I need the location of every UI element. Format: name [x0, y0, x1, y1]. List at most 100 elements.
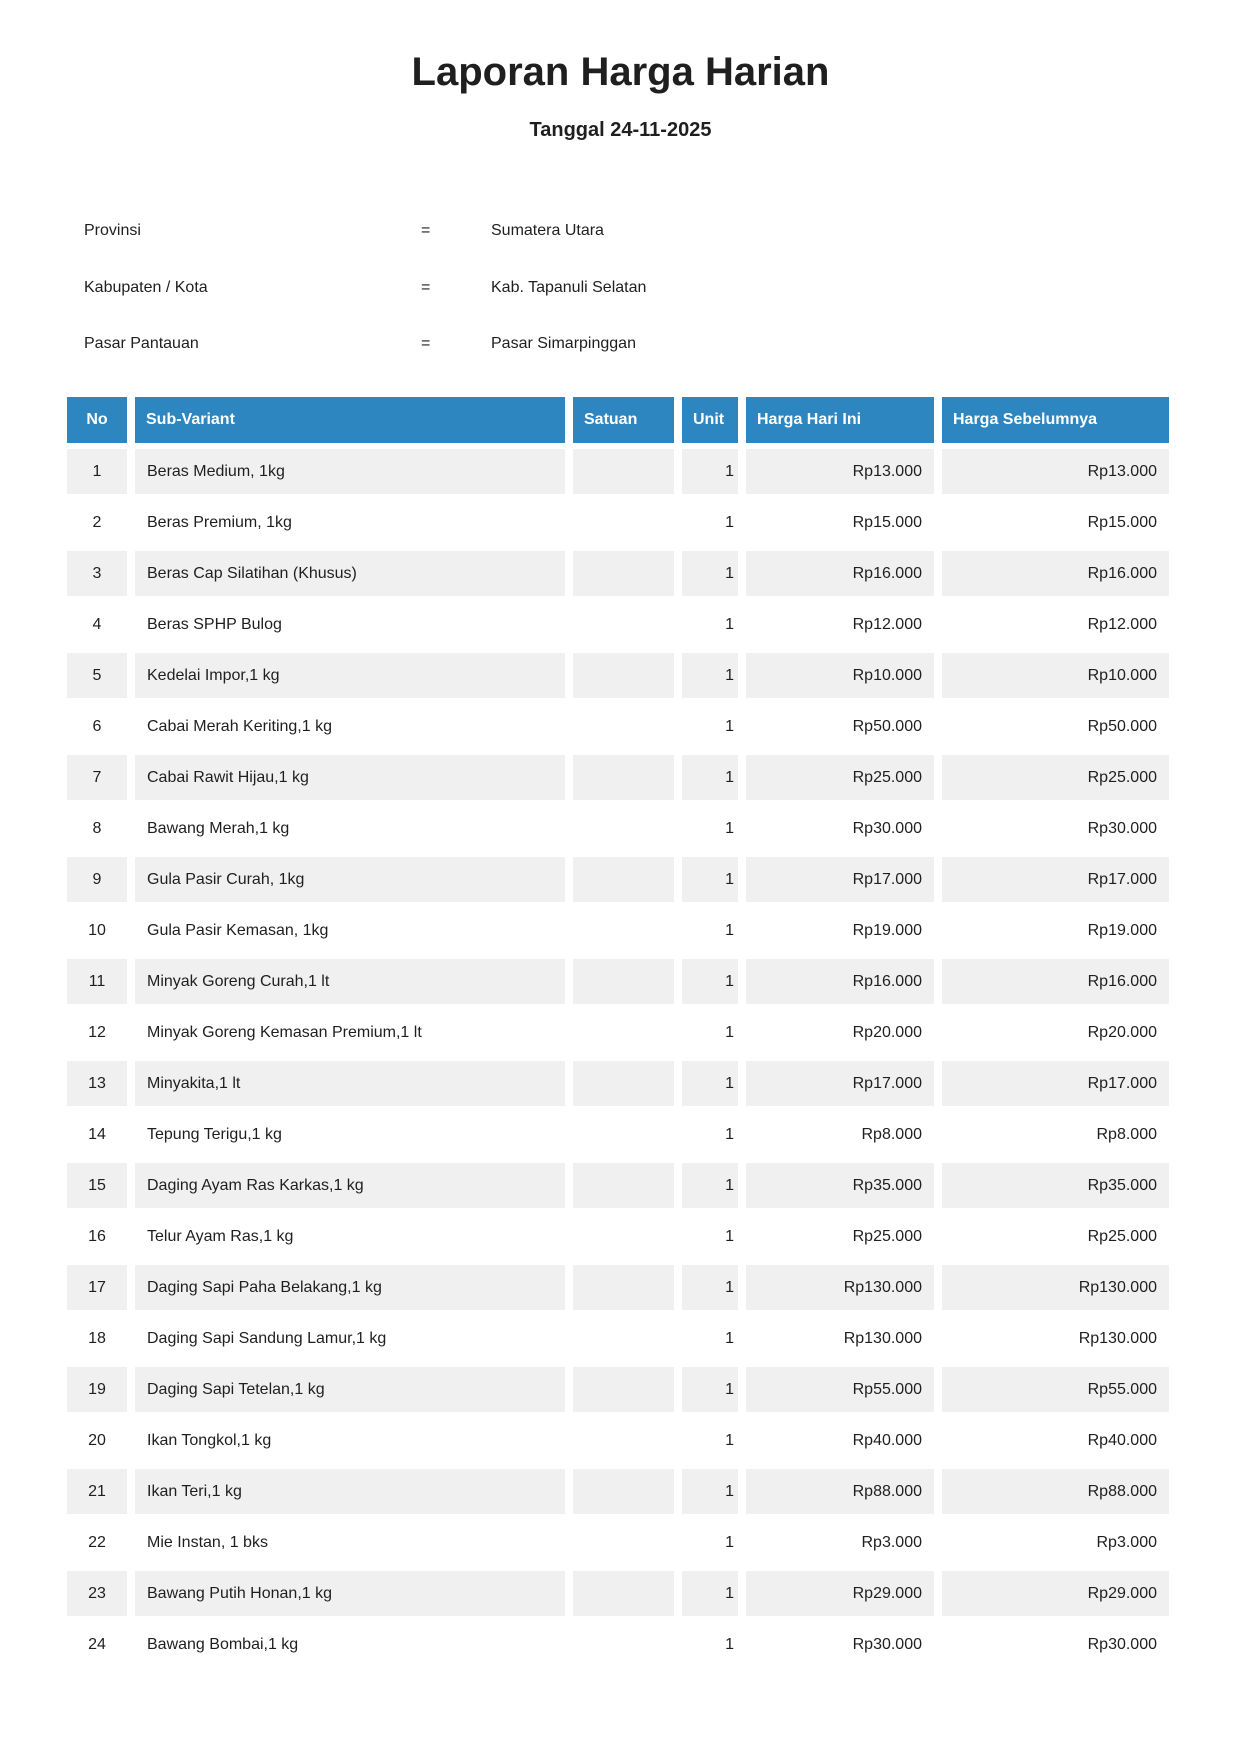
table-row: 2 Beras Premium, 1kg 1 Rp15.000 Rp15.000 — [67, 500, 1169, 545]
table-row: 15 Daging Ayam Ras Karkas,1 kg 1 Rp35.00… — [67, 1163, 1169, 1208]
table-row: 1 Beras Medium, 1kg 1 Rp13.000 Rp13.000 — [67, 449, 1169, 494]
cell-no: 13 — [67, 1061, 127, 1106]
cell-harga-hari-ini: Rp88.000 — [746, 1469, 934, 1514]
price-table: No Sub-Variant Satuan Unit Harga Hari In… — [59, 391, 1177, 1673]
cell-harga-hari-ini: Rp29.000 — [746, 1571, 934, 1616]
cell-no: 8 — [92, 819, 102, 837]
cell-harga-sebelumnya: Rp30.000 — [1087, 1635, 1157, 1653]
cell-harga-sebelumnya: Rp19.000 — [1087, 921, 1157, 939]
equals-sign: = — [421, 222, 431, 239]
cell-no: 12 — [88, 1023, 106, 1041]
cell-satuan — [573, 959, 674, 1004]
cell-satuan — [573, 1214, 674, 1259]
cell-harga-hari-ini: Rp130.000 — [746, 1265, 934, 1310]
cell-sub-variant: Bawang Putih Honan,1 kg — [135, 1571, 565, 1616]
cell-unit: 1 — [682, 1163, 738, 1208]
cell-sub-variant: Bawang Merah,1 kg — [147, 819, 290, 837]
cell-unit: 1 — [725, 1125, 734, 1143]
cell-no: 10 — [88, 921, 106, 939]
cell-no: 7 — [67, 755, 127, 800]
table-row: 23 Bawang Putih Honan,1 kg 1 Rp29.000 Rp… — [67, 1571, 1169, 1616]
cell-harga-hari-ini: Rp19.000 — [852, 921, 922, 939]
table-row: 21 Ikan Teri,1 kg 1 Rp88.000 Rp88.000 — [67, 1469, 1169, 1514]
info-label: Pasar Pantauan — [84, 335, 199, 352]
cell-harga-hari-ini: Rp13.000 — [746, 449, 934, 494]
table-row: 17 Daging Sapi Paha Belakang,1 kg 1 Rp13… — [67, 1265, 1169, 1310]
cell-no: 17 — [67, 1265, 127, 1310]
cell-harga-sebelumnya: Rp17.000 — [942, 1061, 1169, 1106]
cell-sub-variant: Gula Pasir Curah, 1kg — [135, 857, 565, 902]
cell-no: 14 — [88, 1125, 106, 1143]
cell-harga-hari-ini: Rp20.000 — [852, 1023, 922, 1041]
info-row-provinsi: Provinsi = Sumatera Utara — [84, 222, 1184, 244]
info-value: Pasar Simarpinggan — [491, 335, 636, 352]
cell-unit: 1 — [725, 1329, 734, 1347]
cell-satuan — [573, 704, 674, 749]
info-label: Provinsi — [84, 222, 141, 239]
cell-harga-sebelumnya: Rp20.000 — [1087, 1023, 1157, 1041]
column-header-no: No — [67, 397, 127, 443]
cell-unit: 1 — [725, 819, 734, 837]
cell-harga-hari-ini: Rp30.000 — [852, 1635, 922, 1653]
cell-harga-sebelumnya: Rp17.000 — [942, 857, 1169, 902]
cell-satuan — [573, 1316, 674, 1361]
cell-satuan — [573, 1367, 674, 1412]
cell-harga-hari-ini: Rp16.000 — [746, 959, 934, 1004]
column-header-unit: Unit — [682, 397, 738, 443]
cell-sub-variant: Tepung Terigu,1 kg — [147, 1125, 282, 1143]
cell-unit: 1 — [682, 1469, 738, 1514]
column-header-sub-variant: Sub-Variant — [135, 397, 565, 443]
cell-sub-variant: Daging Sapi Sandung Lamur,1 kg — [147, 1329, 387, 1347]
cell-sub-variant: Cabai Rawit Hijau,1 kg — [135, 755, 565, 800]
cell-sub-variant: Bawang Bombai,1 kg — [147, 1635, 299, 1653]
cell-satuan — [573, 500, 674, 545]
cell-unit: 1 — [682, 551, 738, 596]
cell-unit: 1 — [682, 959, 738, 1004]
cell-satuan — [573, 908, 674, 953]
cell-satuan — [573, 1112, 674, 1157]
cell-harga-hari-ini: Rp3.000 — [861, 1533, 923, 1551]
table-row: 6 Cabai Merah Keriting,1 kg 1 Rp50.000 R… — [67, 704, 1169, 749]
cell-no: 9 — [67, 857, 127, 902]
table-row: 7 Cabai Rawit Hijau,1 kg 1 Rp25.000 Rp25… — [67, 755, 1169, 800]
cell-harga-hari-ini: Rp17.000 — [746, 857, 934, 902]
table-row: 13 Minyakita,1 lt 1 Rp17.000 Rp17.000 — [67, 1061, 1169, 1106]
cell-no: 5 — [67, 653, 127, 698]
cell-no: 4 — [92, 615, 102, 633]
table-row: 24 Bawang Bombai,1 kg 1 Rp30.000 Rp30.00… — [67, 1622, 1169, 1667]
cell-harga-sebelumnya: Rp3.000 — [1096, 1533, 1158, 1551]
cell-harga-sebelumnya: Rp130.000 — [1078, 1329, 1157, 1347]
table-row: 9 Gula Pasir Curah, 1kg 1 Rp17.000 Rp17.… — [67, 857, 1169, 902]
cell-sub-variant: Minyakita,1 lt — [135, 1061, 565, 1106]
cell-unit: 1 — [682, 1367, 738, 1412]
cell-harga-sebelumnya: Rp16.000 — [942, 551, 1169, 596]
cell-harga-hari-ini: Rp16.000 — [746, 551, 934, 596]
table-row: 8 Bawang Merah,1 kg 1 Rp30.000 Rp30.000 — [67, 806, 1169, 851]
cell-harga-sebelumnya: Rp55.000 — [942, 1367, 1169, 1412]
cell-sub-variant: Beras Cap Silatihan (Khusus) — [135, 551, 565, 596]
cell-unit: 1 — [682, 1265, 738, 1310]
cell-harga-sebelumnya: Rp30.000 — [1087, 819, 1157, 837]
cell-unit: 1 — [725, 1023, 734, 1041]
cell-no: 16 — [88, 1227, 106, 1245]
cell-sub-variant: Cabai Merah Keriting,1 kg — [147, 717, 332, 735]
table-row: 3 Beras Cap Silatihan (Khusus) 1 Rp16.00… — [67, 551, 1169, 596]
cell-sub-variant: Beras Medium, 1kg — [135, 449, 565, 494]
cell-satuan — [573, 1622, 674, 1667]
cell-sub-variant: Ikan Tongkol,1 kg — [147, 1431, 272, 1449]
cell-satuan — [573, 602, 674, 647]
equals-sign: = — [421, 279, 431, 296]
cell-satuan — [573, 1010, 674, 1055]
cell-harga-hari-ini: Rp55.000 — [746, 1367, 934, 1412]
cell-unit: 1 — [682, 449, 738, 494]
cell-unit: 1 — [725, 615, 734, 633]
cell-satuan — [573, 1418, 674, 1463]
cell-harga-sebelumnya: Rp50.000 — [1087, 717, 1157, 735]
cell-sub-variant: Mie Instan, 1 bks — [147, 1533, 268, 1551]
cell-harga-hari-ini: Rp130.000 — [843, 1329, 922, 1347]
cell-sub-variant: Gula Pasir Kemasan, 1kg — [147, 921, 329, 939]
table-row: 14 Tepung Terigu,1 kg 1 Rp8.000 Rp8.000 — [67, 1112, 1169, 1157]
cell-satuan — [573, 1469, 674, 1514]
cell-harga-hari-ini: Rp8.000 — [861, 1125, 923, 1143]
